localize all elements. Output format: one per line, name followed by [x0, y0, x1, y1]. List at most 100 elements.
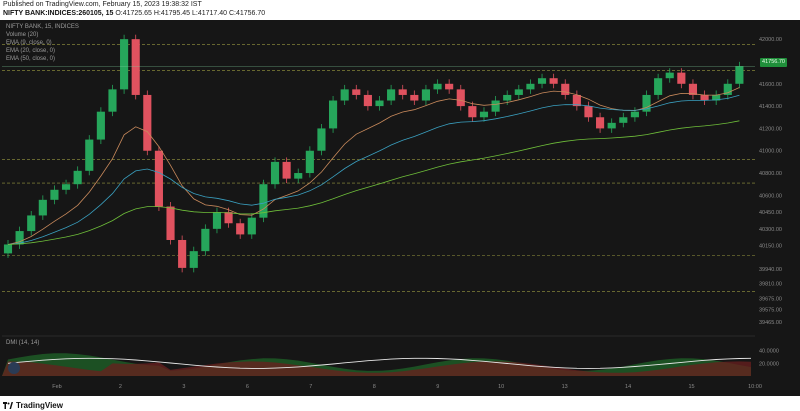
candle-body — [328, 100, 338, 129]
y-tick-label: 41200.00 — [759, 126, 782, 132]
candle-body — [50, 189, 59, 200]
ema20-line — [7, 94, 740, 245]
chart-settings-button[interactable] — [8, 362, 20, 374]
candle-body — [340, 89, 349, 101]
candle-body — [688, 83, 698, 95]
x-tick-label: 6 — [246, 384, 249, 390]
candle-body — [584, 106, 593, 118]
candle-body — [619, 117, 628, 123]
y-tick-label: 39675.00 — [759, 297, 782, 303]
dmi-tick-label: 20.0000 — [759, 361, 779, 367]
candle-body — [38, 199, 47, 216]
y-tick-label: 39465.00 — [759, 320, 782, 326]
candle-body — [375, 100, 384, 107]
candle-body — [410, 94, 419, 101]
ohlc-values: O:41725.65 H:41795.45 L:41717.40 C:41756… — [115, 10, 266, 17]
price-chart[interactable]: 42000.00 41600.00 41400.00 41200.00 41000.00… — [0, 20, 800, 396]
candle-body — [61, 184, 71, 190]
candle-body — [549, 78, 558, 84]
candle-body — [445, 83, 454, 90]
candle-body — [189, 251, 198, 268]
candle-body — [294, 173, 303, 179]
y-tick-label: 40450.00 — [759, 210, 782, 216]
dmi-tick-label: 40.0000 — [759, 349, 779, 355]
footer — [0, 396, 800, 411]
candle-body — [677, 72, 686, 84]
candle-body — [154, 150, 163, 207]
candle-body — [317, 128, 326, 151]
y-tick-label: 40800.00 — [759, 171, 782, 177]
candle-body — [96, 111, 105, 140]
candle-body — [561, 83, 570, 95]
current-price-tag: 41756.70 — [760, 58, 787, 67]
candle-body — [596, 117, 605, 129]
y-tick-label: 41000.00 — [759, 149, 782, 155]
candle-body — [120, 39, 129, 90]
candle-body — [363, 94, 372, 107]
dmi-label[interactable]: DMI (14, 14) — [6, 340, 40, 346]
candle-body — [282, 161, 291, 179]
candle-body — [201, 228, 210, 252]
candle-body — [73, 170, 82, 185]
y-tick-label: 39575.00 — [759, 308, 782, 314]
header: Published on TradingView.com, February 1… — [0, 0, 800, 20]
candle-body — [468, 106, 477, 118]
ema50-line — [7, 120, 740, 245]
brand-name: TradingView — [16, 401, 63, 410]
candle-body — [178, 239, 187, 268]
legend-item-ema20[interactable]: EMA (20, close, 0) — [6, 48, 56, 54]
x-tick-label: 10 — [498, 384, 504, 390]
x-tick-label: 7 — [309, 384, 312, 390]
y-tick-label: 40300.00 — [759, 227, 782, 233]
legend-item-ema50[interactable]: EMA (50, close, 0) — [6, 56, 56, 62]
x-tick-label: 8 — [373, 384, 376, 390]
candle-body — [143, 94, 152, 151]
candle-body — [712, 94, 721, 101]
candle-body — [131, 39, 140, 95]
candle-body — [212, 212, 222, 229]
candle-body — [514, 89, 523, 95]
adx-line — [7, 357, 752, 369]
y-tick-label: 39810.00 — [759, 282, 782, 288]
x-tick-label: 15 — [688, 384, 694, 390]
dmi-minus-area — [2, 361, 751, 376]
legend-item-volume[interactable]: Volume (20) — [6, 32, 39, 38]
x-tick-label: 9 — [436, 384, 439, 390]
x-tick-label: 13 — [562, 384, 568, 390]
candle-body — [700, 94, 709, 101]
legend-item-ema9[interactable]: EMA (9, close, 0) — [6, 40, 52, 46]
candle-body — [259, 184, 268, 218]
candle-body — [723, 83, 732, 95]
published-text: Published on TradingView.com, February 1… — [3, 1, 202, 8]
candle-body — [526, 83, 535, 90]
candle-body — [654, 78, 663, 95]
candle-body — [630, 111, 639, 118]
y-tick-label: 41600.00 — [759, 82, 782, 88]
candle-body — [503, 94, 512, 101]
x-tick-label: Feb — [52, 384, 61, 390]
candle-body — [3, 244, 13, 254]
candle-body — [108, 89, 117, 112]
tradingview-logo-icon — [3, 402, 13, 409]
symbol-line: NIFTY BANK:INDICES:260105, 15 O:41725.65… — [3, 10, 265, 17]
candle-body — [247, 217, 256, 235]
x-tick-label: 3 — [182, 384, 185, 390]
candle-body — [305, 150, 314, 174]
candle-body — [236, 223, 245, 235]
candle-body — [421, 89, 431, 101]
symbol-name: NIFTY BANK:INDICES:260105, 15 — [3, 10, 114, 17]
candle-body — [270, 161, 280, 185]
candle-body — [572, 94, 581, 107]
x-tick-label: 10:00 — [748, 384, 762, 390]
candle-body — [387, 89, 396, 101]
candle-body — [166, 206, 175, 240]
candle-body — [642, 94, 651, 112]
candle-body — [27, 215, 36, 232]
candle-body — [15, 231, 24, 245]
candle-body — [224, 212, 233, 224]
candle-body — [433, 83, 442, 90]
candle-body — [735, 66, 744, 84]
candle-body — [85, 139, 94, 171]
candle-body — [491, 100, 500, 112]
legend-item-symbol[interactable]: NIFTY BANK, 15, INDICES — [6, 24, 79, 30]
